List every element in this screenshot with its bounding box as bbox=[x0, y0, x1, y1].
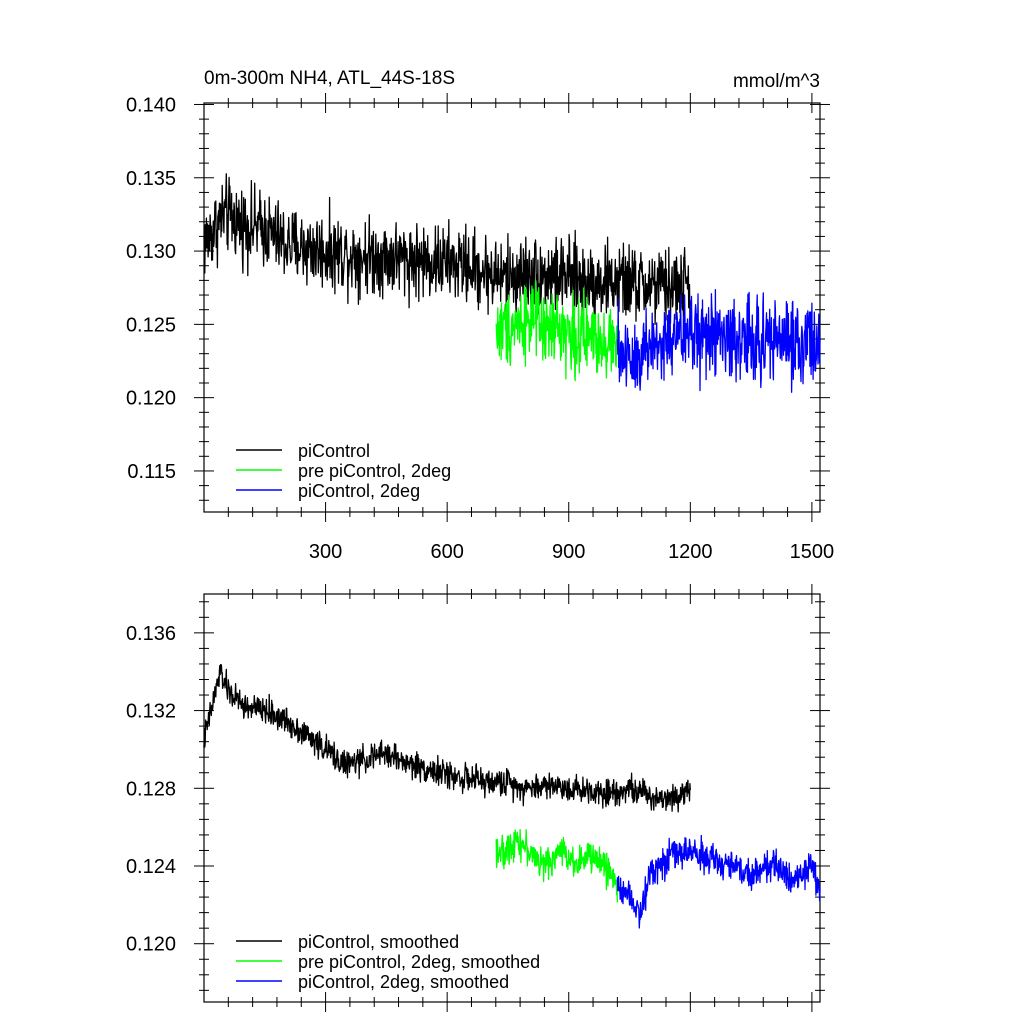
x-tick-label: 900 bbox=[552, 541, 585, 563]
legend-label: pre piControl, 2deg bbox=[298, 461, 451, 481]
series-line-2 bbox=[616, 834, 821, 929]
x-tick-label: 300 bbox=[309, 541, 342, 563]
series-line-0 bbox=[203, 173, 691, 328]
y-tick-label: 0.115 bbox=[127, 461, 176, 483]
y-tick-label: 0.140 bbox=[126, 94, 176, 116]
chart-title: 0m-300m NH4, ATL_44S-18S bbox=[204, 68, 455, 89]
legend-label: piControl, smoothed bbox=[298, 932, 459, 952]
x-tick-label: 600 bbox=[430, 541, 463, 563]
series-line-2 bbox=[616, 289, 821, 393]
x-tick-label: 1500 bbox=[790, 541, 835, 563]
plot-frame bbox=[203, 102, 821, 513]
series-line-1 bbox=[495, 279, 619, 382]
chart-units: mmol/m^3 bbox=[733, 71, 820, 92]
legend-label: piControl, 2deg bbox=[298, 481, 420, 501]
y-tick-label: 0.136 bbox=[126, 623, 176, 645]
series-line-0 bbox=[203, 663, 691, 813]
legend-label: piControl bbox=[298, 441, 370, 461]
legend-label: pre piControl, 2deg, smoothed bbox=[298, 952, 540, 972]
x-tick-label: 1200 bbox=[668, 541, 713, 563]
legend-label: piControl, 2deg, smoothed bbox=[298, 972, 509, 992]
y-tick-label: 0.124 bbox=[126, 856, 176, 878]
y-tick-label: 0.120 bbox=[126, 388, 176, 410]
y-tick-label: 0.130 bbox=[126, 241, 176, 263]
plot-frame bbox=[203, 593, 821, 1003]
y-tick-label: 0.132 bbox=[126, 701, 176, 723]
series-line-1 bbox=[495, 828, 619, 903]
y-tick-label: 0.120 bbox=[126, 934, 176, 956]
y-tick-label: 0.128 bbox=[126, 778, 176, 800]
y-tick-label: 0.135 bbox=[126, 168, 176, 190]
y-tick-label: 0.125 bbox=[126, 314, 176, 336]
